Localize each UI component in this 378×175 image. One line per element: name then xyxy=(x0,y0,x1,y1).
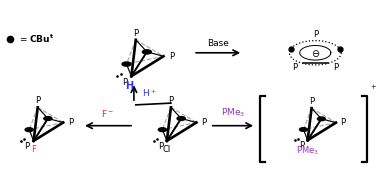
Text: P: P xyxy=(309,97,314,106)
Text: Cl: Cl xyxy=(163,145,171,154)
Circle shape xyxy=(143,50,151,54)
Circle shape xyxy=(122,62,131,66)
Circle shape xyxy=(44,117,52,120)
Text: P: P xyxy=(201,118,206,127)
Text: H$^+$: H$^+$ xyxy=(142,87,157,99)
Text: $\ominus$: $\ominus$ xyxy=(311,48,320,59)
Text: P: P xyxy=(122,78,127,87)
Circle shape xyxy=(158,128,167,132)
Text: H: H xyxy=(125,80,133,90)
Circle shape xyxy=(25,128,33,132)
Text: Base: Base xyxy=(207,38,229,48)
Text: P: P xyxy=(35,96,40,105)
Text: P: P xyxy=(133,29,138,38)
Text: $= \mathbf{CBu}^{\mathbf{t}}$: $= \mathbf{CBu}^{\mathbf{t}}$ xyxy=(19,33,54,45)
Text: P: P xyxy=(299,141,304,150)
Text: P: P xyxy=(168,96,174,105)
Circle shape xyxy=(318,117,325,121)
Text: PMe$_3$: PMe$_3$ xyxy=(296,144,319,156)
Text: P: P xyxy=(158,142,163,151)
Text: F$^-$: F$^-$ xyxy=(101,108,115,119)
Circle shape xyxy=(177,117,185,120)
Text: P: P xyxy=(25,142,29,151)
Text: P: P xyxy=(333,64,339,72)
Text: $^+$: $^+$ xyxy=(369,85,377,94)
Text: PMe$_3$: PMe$_3$ xyxy=(221,106,245,119)
Text: P: P xyxy=(68,118,73,127)
Text: P: P xyxy=(292,64,297,72)
Text: P: P xyxy=(313,30,318,39)
Text: P: P xyxy=(341,118,345,127)
Text: P: P xyxy=(169,52,174,61)
Circle shape xyxy=(299,128,307,131)
Text: F: F xyxy=(31,145,36,154)
